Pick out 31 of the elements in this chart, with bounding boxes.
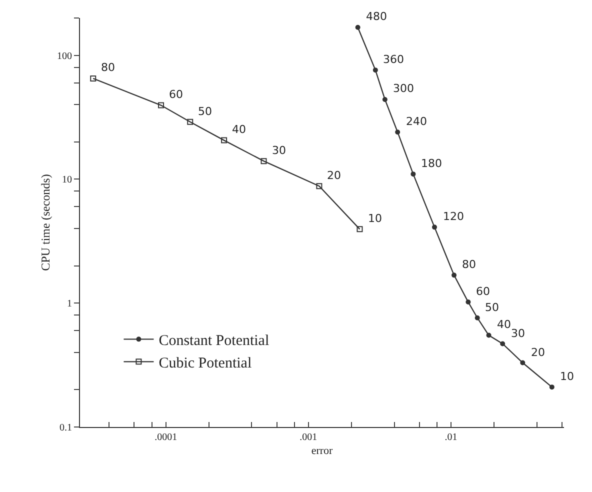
annotation: 300: [393, 82, 414, 95]
y-tick-label: 10: [62, 174, 72, 186]
annotation: 40: [497, 318, 511, 331]
annotation: 60: [169, 88, 183, 101]
annotation: 180: [421, 157, 442, 170]
x-axis-title: error: [311, 445, 334, 458]
x-tick-label: .0001: [154, 432, 178, 443]
y-tick-label: 100: [57, 50, 72, 62]
annotation: 480: [366, 10, 387, 23]
annotation: 10: [368, 212, 382, 225]
annotation: 120: [443, 210, 464, 223]
legend-label: Constant Potential: [158, 333, 270, 350]
x-tick-label: .001: [300, 432, 318, 443]
annotation: 40: [232, 123, 246, 136]
annotation: 80: [101, 61, 115, 74]
annotation: 60: [476, 285, 490, 298]
annotation: 10: [560, 370, 574, 383]
annotation: 50: [485, 301, 499, 314]
y-axis-title: CPU time (seconds): [38, 174, 52, 271]
x-tick-label: .01: [444, 432, 458, 443]
annotation: 80: [462, 258, 476, 271]
annotation: 30: [272, 144, 286, 157]
annotation: 360: [383, 53, 404, 66]
annotation: 240: [406, 115, 427, 128]
y-tick-label: 1: [67, 298, 72, 310]
y-tick-label: 0.1: [60, 422, 72, 434]
annotation: 20: [327, 169, 341, 182]
legend-label: Cubic Potential: [158, 356, 252, 372]
annotation: 20: [531, 346, 545, 359]
annotation: 50: [198, 105, 212, 118]
annotation: 30: [511, 327, 525, 340]
